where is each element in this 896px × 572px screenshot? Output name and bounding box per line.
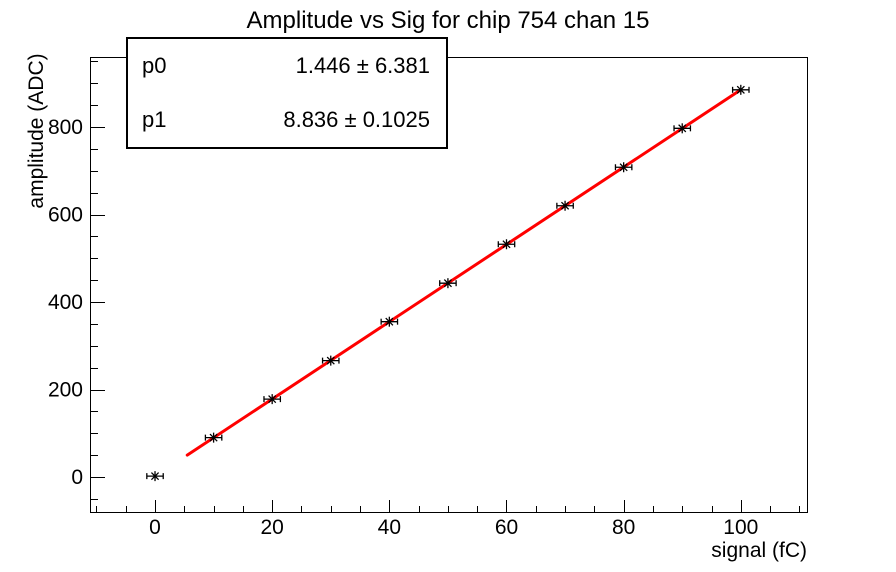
- x-axis-title: signal (fC): [711, 539, 807, 562]
- axes: 0 20 40 60 80 100 0 200 400 600 800: [48, 57, 808, 539]
- stats-row-p1: p1 8.836 ± 0.1025: [128, 93, 446, 147]
- data-point-marker: [497, 239, 516, 250]
- data-point-marker: [731, 84, 750, 95]
- fit-param-p0-label: p0: [142, 53, 167, 78]
- x-tick-label: 80: [612, 516, 635, 539]
- data-point-marker: [439, 278, 457, 289]
- data-point-marker: [263, 394, 282, 405]
- data-point-marker: [204, 432, 223, 443]
- fit-param-p1-label: p1: [142, 107, 167, 132]
- y-tick-label: 200: [48, 379, 83, 402]
- chart-title: Amplitude vs Sig for chip 754 chan 15: [246, 7, 650, 34]
- stats-row-p0: p0 1.446 ± 6.381: [128, 39, 446, 93]
- y-tick-label: 400: [48, 291, 83, 314]
- x-tick-label: 0: [149, 516, 161, 539]
- y-tick-label: 600: [48, 204, 83, 227]
- x-tick-label: 20: [260, 516, 283, 539]
- data-point-marker: [556, 200, 574, 211]
- fit-param-p0-value: 1.446 ± 6.381: [295, 53, 430, 78]
- x-tick-label: 40: [378, 516, 401, 539]
- fit-line: [185, 88, 743, 457]
- data-point-marker: [380, 316, 399, 327]
- y-tick-label: 0: [71, 466, 83, 489]
- x-tick-label: 60: [495, 516, 518, 539]
- fit-param-p1-value: 8.836 ± 0.1025: [283, 107, 430, 132]
- plot-frame: [90, 57, 808, 513]
- y-tick-label: 800: [48, 116, 83, 139]
- data-point-marker: [673, 123, 692, 134]
- x-tick-label: 100: [723, 516, 758, 539]
- y-axis-title: amplitude (ADC): [25, 53, 48, 209]
- data-point-marker: [146, 471, 164, 482]
- data-point-marker: [321, 355, 340, 366]
- fit-stats-box: p0 1.446 ± 6.381 p1 8.836 ± 0.1025: [126, 37, 448, 149]
- data-point-marker: [614, 162, 633, 173]
- data-points: [146, 84, 750, 482]
